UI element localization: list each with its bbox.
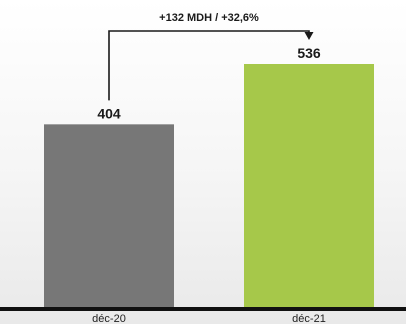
change-annotation: +132 MDH / +32,6% <box>108 12 314 101</box>
bar-1 <box>44 124 174 310</box>
data-label-2: 536 <box>297 45 321 61</box>
bar-2 <box>244 64 374 309</box>
x-tick-label-1: déc-20 <box>92 313 126 324</box>
annotation-label: +132 MDH / +32,6% <box>159 12 259 24</box>
labels-layer: 404 déc-20 536 déc-21 <box>92 45 326 324</box>
x-tick-label-2: déc-21 <box>292 313 326 324</box>
annotation-arrowhead <box>304 32 314 40</box>
bars-layer <box>44 64 374 310</box>
data-label-1: 404 <box>97 105 121 121</box>
